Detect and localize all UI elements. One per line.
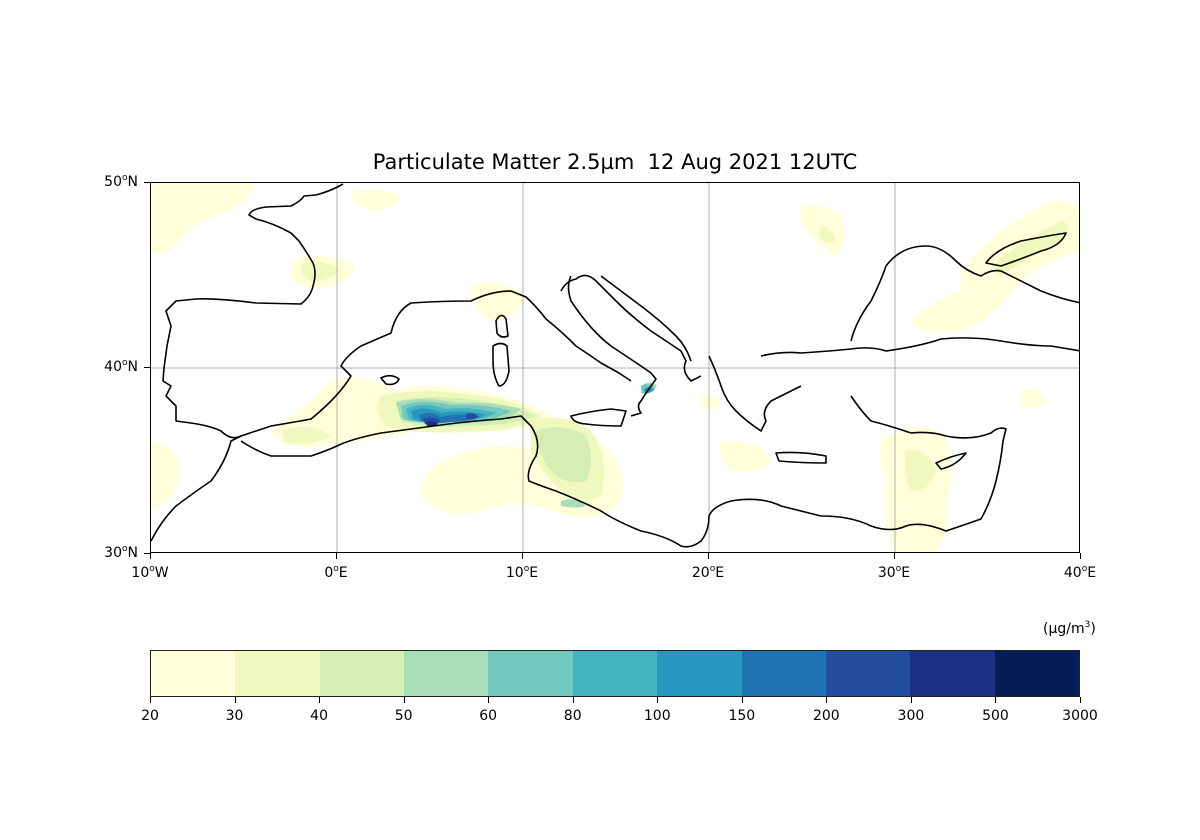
colorbar-tick-label: 30 [225,708,244,724]
x-tick-label: 10oW [131,564,169,581]
units-superscript: 3 [1084,620,1091,630]
colorbar-tick-label: 50 [394,708,413,724]
y-tick-label: 30oN [104,544,138,561]
colorbar-swatch [825,651,911,696]
colorbar-swatch [910,651,995,696]
pm25-map [151,183,1079,552]
coastlines [151,183,1079,548]
colorbar-tick [657,697,659,703]
colorbar-tick [572,697,574,703]
colorbar-units: (µg/m3) [1043,620,1096,637]
colorbar-swatch [404,651,489,696]
colorbar-tick [910,697,912,703]
colorbar-swatch [657,651,742,696]
units-text: (µg/m [1043,621,1085,637]
map-title: Particulate Matter 2.5µm 12 Aug 2021 12U… [372,150,858,174]
x-tick-label: 40oE [1063,564,1097,581]
y-tick [144,553,150,554]
x-tick [150,553,151,559]
units-close: ) [1090,621,1096,637]
x-tick [336,553,337,559]
colorbar-tick-label: 20 [141,708,159,724]
colorbar-tick-label: 60 [479,708,498,724]
colorbar-tick [488,697,490,703]
y-tick-label: 50oN [104,173,138,190]
colorbar-tick [234,697,236,703]
colorbar-tick [403,697,405,703]
pm25-contours [151,183,1079,552]
x-tick-label: 30oE [877,564,911,581]
colorbar-tick-label: 300 [897,708,925,724]
colorbar-tick-label: 80 [563,708,582,724]
colorbar-swatch [488,651,573,696]
colorbar-swatch [319,651,405,696]
y-tick-label: 40oN [104,358,138,375]
colorbar-swatch [994,651,1079,696]
x-tick [894,553,895,559]
colorbar-tick-label: 3000 [1062,708,1098,724]
map-plot-area [150,182,1080,553]
colorbar-swatch [235,651,320,696]
y-tick [144,182,150,183]
x-tick [708,553,709,559]
colorbar-tick [741,697,743,703]
x-tick-label: 20oE [691,564,725,581]
colorbar-tick [150,697,151,703]
colorbar-tick-label: 40 [310,708,328,724]
colorbar [150,650,1080,697]
gridlines [151,183,1079,552]
colorbar-tick [995,697,997,703]
x-tick [522,553,523,559]
y-tick [144,367,150,368]
colorbar-tick [1080,697,1081,703]
colorbar-tick-label: 150 [728,708,756,724]
x-tick [1080,553,1081,559]
colorbar-tick [319,697,321,703]
x-tick-label: 0oE [324,564,348,581]
x-tick-label: 10oE [505,564,539,581]
colorbar-tick-label: 500 [982,708,1009,724]
colorbar-swatch [151,651,236,696]
colorbar-tick [826,697,828,703]
colorbar-swatch [741,651,826,696]
colorbar-tick-label: 200 [812,708,840,724]
colorbar-tick-label: 100 [643,708,671,724]
colorbar-swatch [572,651,658,696]
